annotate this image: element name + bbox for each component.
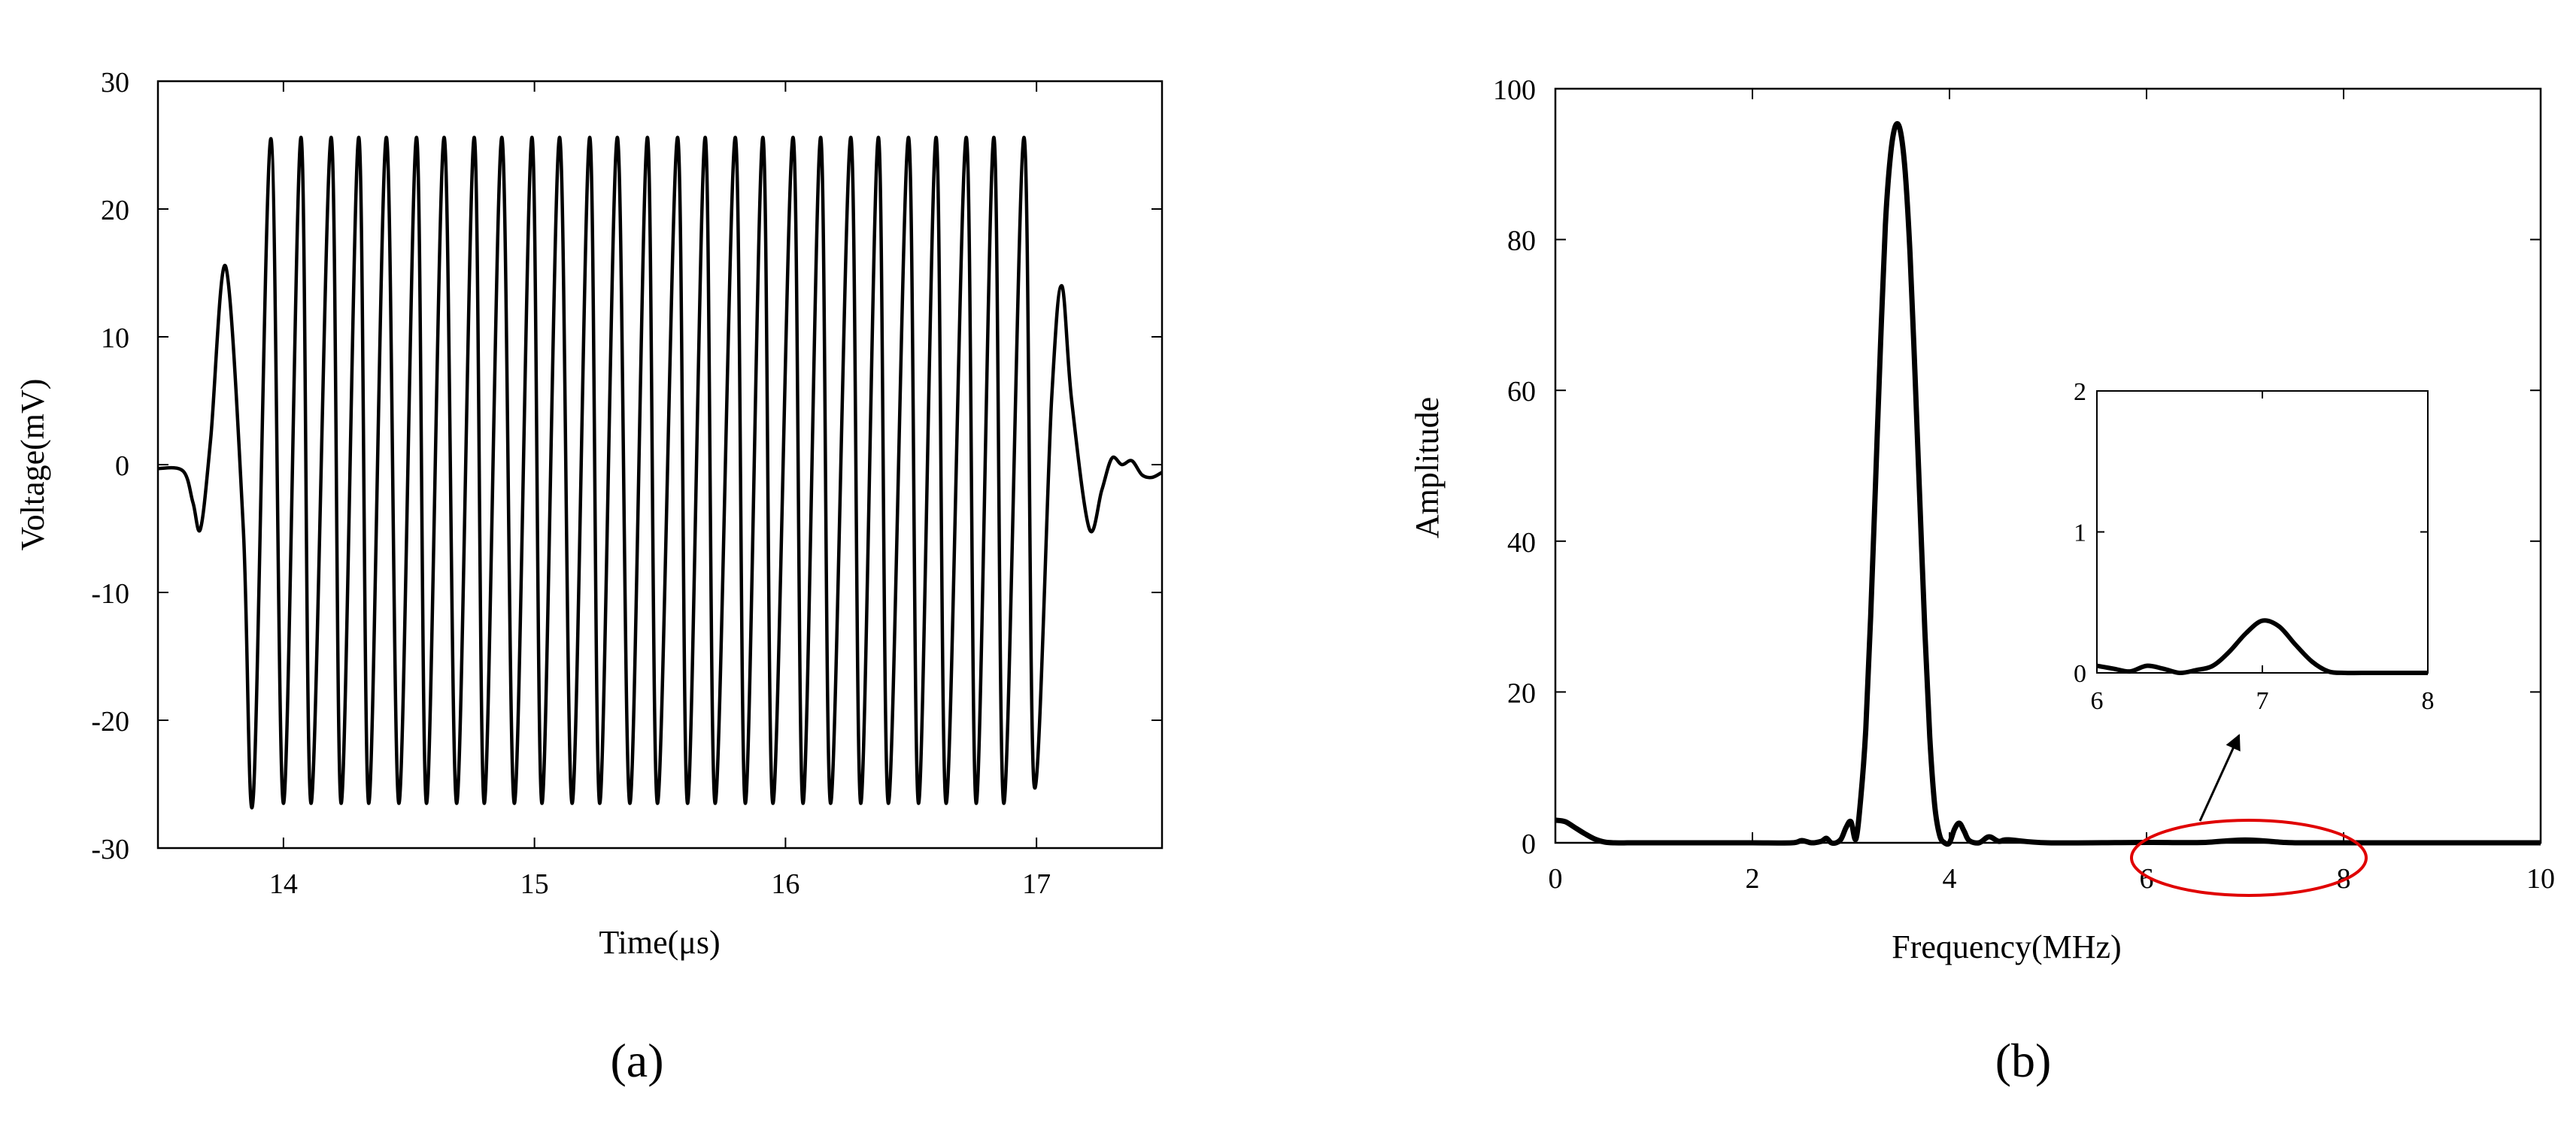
inset-x-tick-label-1: 7 bbox=[2256, 687, 2269, 715]
a-y-tick-label-0: 30 bbox=[101, 67, 129, 98]
b-x-tick-label-5: 10 bbox=[2526, 863, 2555, 895]
panel-a: 14 15 16 17 30 20 10 0 -10 -20 -30 Time(μs) Voltag… bbox=[14, 67, 1164, 1087]
highlight-ellipse bbox=[2130, 819, 2368, 897]
inset-y-tick-label-0: 2 bbox=[2074, 378, 2086, 406]
b-y-tick-label-2: 60 bbox=[1507, 376, 1536, 407]
inset-frame bbox=[2096, 390, 2429, 674]
ticks-a: 14 15 16 17 30 20 10 0 -10 -20 -30 bbox=[91, 67, 1162, 900]
b-y-tick-label-3: 40 bbox=[1507, 527, 1536, 559]
b-y-tick-label-5: 0 bbox=[1522, 829, 1536, 860]
inset-x-tick-label-0: 6 bbox=[2091, 687, 2104, 715]
inset-trace bbox=[2096, 618, 2428, 676]
b-x-tick-label-3: 6 bbox=[2140, 863, 2154, 895]
a-x-tick-label-2: 16 bbox=[771, 868, 800, 900]
y-axis-title-b: Amplitude bbox=[1409, 397, 1446, 538]
b-y-tick-label-4: 20 bbox=[1507, 677, 1536, 709]
inset-y-tick-label-2: 0 bbox=[2074, 660, 2086, 688]
b-y-tick-label-1: 80 bbox=[1507, 226, 1536, 257]
a-x-tick-label-1: 15 bbox=[520, 868, 549, 900]
b-x-tick-label-1: 2 bbox=[1746, 863, 1760, 895]
panel-label-b: (b) bbox=[1995, 1034, 2052, 1087]
spectrum-trace bbox=[1555, 121, 2541, 847]
inset-plot: 6 7 8 2 1 0 bbox=[2074, 378, 2435, 715]
panel-label-a: (a) bbox=[610, 1034, 663, 1087]
b-x-tick-label-2: 4 bbox=[1943, 863, 1957, 895]
ticks-inset: 6 7 8 2 1 0 bbox=[2074, 378, 2435, 715]
a-y-tick-label-1: 20 bbox=[101, 195, 129, 226]
inset-y-tick-label-1: 1 bbox=[2074, 520, 2086, 547]
a-y-tick-label-4: -10 bbox=[91, 578, 129, 610]
voltage-trace bbox=[157, 135, 1164, 810]
x-axis-title-b: Frequency(MHz) bbox=[1892, 929, 2121, 965]
inset-x-tick-label-2: 8 bbox=[2422, 687, 2435, 715]
a-x-tick-label-3: 17 bbox=[1022, 868, 1051, 900]
b-y-tick-label-0: 100 bbox=[1493, 74, 1536, 106]
a-y-tick-label-6: -30 bbox=[91, 834, 129, 865]
b-x-tick-label-0: 0 bbox=[1549, 863, 1563, 895]
y-axis-title-a: Voltage(mV) bbox=[14, 379, 51, 551]
a-x-tick-label-0: 14 bbox=[269, 868, 298, 900]
zoom-arrow bbox=[2198, 734, 2241, 822]
a-y-tick-label-5: -20 bbox=[91, 706, 129, 738]
a-y-tick-label-3: 0 bbox=[115, 450, 129, 482]
a-y-tick-label-2: 10 bbox=[101, 323, 129, 354]
x-axis-title-a: Time(μs) bbox=[599, 924, 720, 961]
